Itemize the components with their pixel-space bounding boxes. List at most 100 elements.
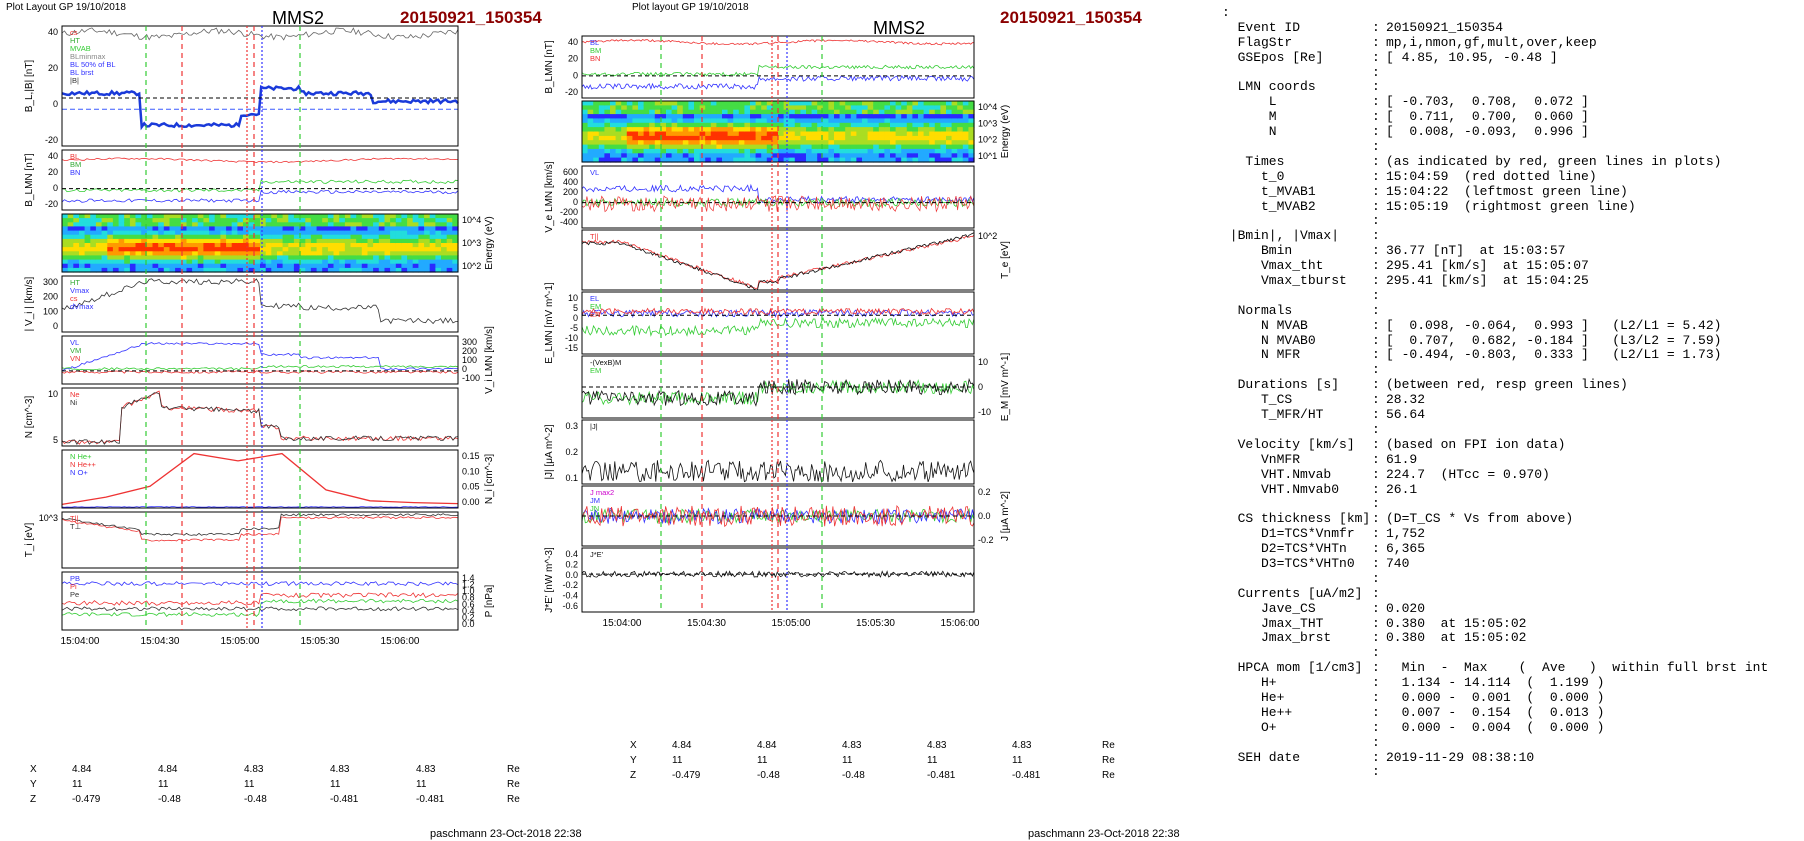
spectrogram-cell: [593, 122, 600, 128]
legend-entry: PB: [70, 574, 80, 583]
spectrogram-cell: [180, 255, 188, 261]
spectrogram-cell: [452, 234, 459, 240]
spectrogram-cell: [794, 109, 801, 115]
spectrogram-cell: [895, 127, 902, 133]
spectrogram-cell: [395, 214, 403, 219]
spectrogram-cell: [197, 251, 205, 256]
spectrogram-cell: [649, 153, 656, 159]
spectrogram-cell: [856, 109, 863, 115]
spectrogram-cell: [180, 267, 188, 273]
spectrogram-cell: [934, 114, 941, 120]
info-key: Bmin: [1222, 244, 1293, 259]
info-colon: :: [1372, 451, 1380, 467]
spectrogram-cell: [141, 255, 148, 261]
tick-label: 0: [462, 364, 467, 374]
spectrogram-cell: [817, 105, 824, 111]
spectrogram-cell: [412, 234, 419, 240]
spectrogram-cell: [62, 251, 69, 256]
spectrogram-cell: [373, 251, 380, 256]
spectrogram-cell: [682, 135, 689, 141]
spectrogram-cell: [895, 148, 902, 154]
legend-entry: JM: [590, 496, 600, 505]
spectrogram-cell: [203, 226, 210, 232]
spectrogram-cell: [716, 114, 723, 120]
spectrogram-cell: [778, 157, 785, 163]
spectrogram-cell: [890, 127, 897, 133]
spectrogram-cell: [203, 243, 210, 248]
spectrogram-cell: [101, 238, 108, 244]
info-value: [1386, 289, 1800, 304]
spectrogram-cell: [141, 251, 148, 256]
spectrogram-cell: [418, 234, 425, 240]
spectrogram-cell: [666, 127, 673, 133]
spectrogram-cell: [265, 238, 272, 244]
spectrogram-cell: [141, 234, 148, 240]
info-value: (D=T_CS * Vs from above): [1386, 512, 1574, 527]
spectrogram-cell: [834, 153, 841, 159]
spectrogram-cell: [845, 135, 852, 141]
info-colon: :: [1372, 273, 1380, 289]
info-row: :: [1222, 422, 1800, 438]
info-colon: :: [1372, 79, 1380, 95]
spectrogram-cell: [733, 114, 740, 120]
spectrogram-cell: [654, 135, 661, 141]
spectrogram-cell: [643, 157, 650, 163]
spectrogram-cell: [390, 226, 397, 232]
spectrogram-cell: [587, 144, 594, 150]
spectrogram-cell: [867, 105, 874, 111]
spectrogram-cell: [73, 267, 80, 273]
spectrogram-cell: [169, 263, 176, 269]
spectrogram-cell: [621, 114, 628, 120]
spectrogram-cell: [587, 148, 594, 154]
spectrogram-cell: [293, 230, 301, 236]
position-value: 4.84: [72, 764, 92, 775]
spectrogram-cell: [282, 218, 289, 223]
spectrogram-cell: [671, 127, 678, 133]
position-value: -0.479: [672, 770, 701, 781]
tick-label: 600: [563, 167, 578, 177]
spectrogram-cell: [271, 251, 278, 256]
spectrogram-cell: [951, 109, 958, 115]
spectrogram-cell: [231, 251, 238, 256]
info-row: Jave_CS:0.020: [1222, 601, 1800, 617]
tick-label: -400: [560, 217, 578, 227]
spectrogram-cell: [124, 226, 131, 232]
spectrogram-cell: [873, 157, 880, 163]
spectrogram-cell: [197, 222, 205, 227]
spectrogram-cell: [220, 214, 227, 219]
spectrogram-cell: [598, 157, 605, 163]
spectrogram-cell: [632, 144, 639, 150]
spectrogram-cell: [135, 214, 142, 219]
spectrogram-cell: [327, 267, 335, 273]
spectrogram-cell: [186, 243, 193, 248]
info-colon: :: [1372, 704, 1380, 720]
spectrogram-cell: [435, 222, 442, 227]
spectrogram-cell: [356, 263, 363, 269]
spectrogram-cell: [299, 259, 306, 265]
spectrogram-cell: [367, 226, 374, 232]
spectrogram-cell: [231, 243, 238, 248]
spectrogram-cell: [84, 226, 91, 232]
spectrogram-cell: [789, 157, 796, 163]
spectrogram-cell: [84, 218, 91, 223]
spectrogram-cell: [671, 140, 678, 146]
spectrogram-cell: [226, 251, 233, 256]
spectrogram-cell: [901, 127, 908, 133]
spectrogram-cell: [632, 127, 639, 133]
spectrogram-cell: [867, 131, 874, 137]
spectrogram-cell: [845, 140, 852, 146]
y-axis-label: E_M [mV m^-1]: [1000, 352, 1011, 421]
series-line: [61, 581, 459, 587]
spectrogram-cell: [895, 131, 902, 137]
series-line: [581, 39, 974, 46]
spectrogram-cell: [626, 114, 633, 120]
tick-label: 0.0: [565, 570, 578, 580]
info-row: L:[ -0.703, 0.708, 0.072 ]: [1222, 94, 1800, 110]
spectrogram-cell: [878, 131, 885, 137]
spectrogram-cell: [699, 140, 706, 146]
spectrogram-cell: [101, 251, 108, 256]
spectrogram-cell: [265, 263, 272, 269]
spectrogram-cell: [750, 105, 757, 111]
spectrogram-cell: [316, 259, 323, 265]
spectrogram-cell: [339, 255, 346, 261]
